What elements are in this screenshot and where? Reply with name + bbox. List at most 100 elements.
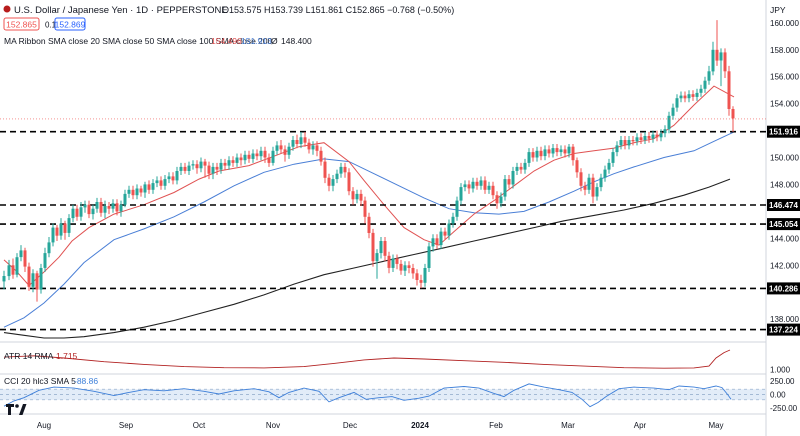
candle-body [55,227,59,236]
candle-body [443,231,447,236]
candle-body [71,208,75,219]
candle-body [687,94,691,99]
spread-value: 0.1 [45,21,57,30]
candle-body [607,162,611,170]
price-axis[interactable]: 160.000 158.000 156.000 154.000 150.000 148.0… [770,19,799,324]
candle-body [387,255,391,268]
sma20-value: 154.496 [211,36,242,46]
price-tick-label: 144.000 [770,234,799,243]
candle-body [323,161,327,178]
candle-body [463,184,467,188]
level-tag [767,323,800,336]
cci-band [0,388,766,401]
candle-body [455,200,459,217]
candle-body [467,184,471,189]
ohlc-values: O153.575 H153.739 L151.861 C152.865 −0.7… [222,5,454,15]
candle-body [703,80,707,89]
cci-band-fill [0,389,766,400]
candle-body [351,191,355,200]
sell-button[interactable] [3,17,40,31]
candle-body [163,179,167,186]
candle-body [87,204,91,215]
candle-body [579,172,583,186]
level-tag [767,125,800,138]
candle-body [695,92,699,97]
tradingview-logo[interactable] [6,404,27,415]
ma-ribbon-legend[interactable]: MA Ribbon SMA close 20 SMA close 50 SMA … [4,36,312,46]
candle-body [527,152,531,163]
time-tick-label: Feb [489,421,503,430]
sma200-path [3,178,731,339]
cci-axis: 250.00 0.00 -250.00 [770,377,798,413]
candlestick-series[interactable] [2,20,735,302]
candle-body [375,253,379,262]
symbol-title[interactable]: U.S. Dollar / Japanese Yen · 1D · PEPPER… [14,5,228,16]
candle-body [379,241,383,254]
candle-body [67,218,71,233]
candle-body [491,185,495,196]
price-tick-label: 160.000 [770,19,799,28]
candle-body [275,145,279,151]
candle-body [347,172,351,192]
candle-body [331,179,335,186]
candle-body [83,204,87,208]
cci-value: -88.86 [74,376,98,386]
level-label: 146.474 [769,201,798,210]
candle-body [239,157,243,161]
sma200-line [3,178,731,339]
candle-body [139,188,143,193]
candle-body [91,208,95,215]
candle-body [575,160,579,173]
candle-body [251,153,255,159]
buy-button[interactable] [54,17,86,31]
candle-body [171,176,175,181]
ma-ribbon-label: MA Ribbon SMA close 20 SMA close 50 SMA … [4,36,273,46]
time-tick-label: Nov [266,421,280,430]
level-tag [767,218,800,231]
candle-body [2,276,6,282]
cci-label: CCI 20 hlc3 SMA 5 [4,376,76,386]
candle-body [647,136,651,139]
candle-body [167,176,171,180]
sma100-value: Ø [271,36,278,46]
candle-body [199,161,203,169]
candle-body [639,137,643,140]
candle-body [299,137,303,144]
level-label: 145.054 [769,220,798,229]
cci-legend[interactable]: CCI 20 hlc3 SMA 5 -88.86 [4,376,98,386]
candle-body [603,169,607,178]
candle-body [311,145,315,150]
candle-body [547,149,551,154]
candle-body [243,154,247,161]
atr-legend[interactable]: ATR 14 RMA 1.715 [4,351,78,361]
candle-body [11,265,15,275]
candle-body [279,145,283,150]
currency-label[interactable]: JPY [770,5,786,15]
candle-body [727,71,731,109]
time-tick-label: Mar [561,421,575,430]
candle-body [383,241,387,256]
time-axis[interactable]: Aug Sep Oct Nov Dec 2024 Feb Mar Apr May [37,421,724,430]
candle-body [123,193,127,205]
candle-body [619,140,623,146]
candle-body [271,150,275,163]
logo-mark-v [19,404,27,415]
candle-body [451,216,455,224]
price-tick-label: 148.000 [770,180,799,189]
candle-body [371,232,375,262]
candle-body [667,115,671,130]
time-tick-label: Apr [634,421,647,430]
candle-body [363,200,367,217]
candle-body [99,202,103,213]
bid-ask-widget[interactable]: 152.865 0.1 152.869 [3,17,86,31]
candle-body [223,162,227,166]
candle-body [663,129,667,134]
candle-body [23,250,27,267]
candle-body [395,258,399,264]
candle-body [715,49,719,61]
candle-body [631,140,635,142]
candle-body [63,223,67,233]
candle-body [327,177,331,186]
candle-body [483,180,487,190]
